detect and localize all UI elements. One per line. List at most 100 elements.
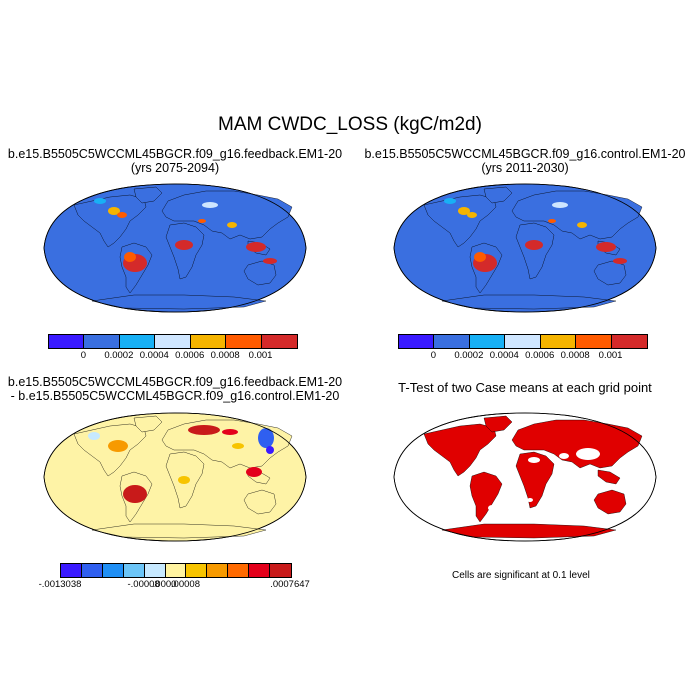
feedback-region-8 (94, 198, 106, 204)
control-africa (515, 222, 555, 280)
ttest-north-america (423, 423, 497, 477)
panel-ttest-title: T-Test of two Case means at each grid po… (350, 381, 700, 395)
ttest-se-asia (597, 469, 621, 485)
colorbar-cell (399, 335, 435, 348)
colorbar-cell (119, 335, 156, 348)
colorbar-tick-label: 0 (430, 350, 437, 361)
colorbar-tick-label: .0007647 (270, 579, 310, 590)
colorbar-cell (144, 564, 166, 577)
difference-region-0 (123, 485, 147, 503)
colorbar-tick-label: 0.0004 (139, 350, 169, 361)
colorbar-tick-label: .0000 (152, 579, 177, 590)
feedback-africa (165, 222, 205, 280)
map-control (393, 183, 657, 313)
colorbar-control (398, 334, 648, 349)
feedback-region-2 (175, 240, 193, 250)
difference-region-2 (188, 425, 220, 435)
ttest-region-1 (528, 457, 540, 463)
feedback-europe-asia (161, 190, 293, 240)
ttest-note: Cells are significant at 0.1 level (452, 570, 590, 581)
colorbar-cell (61, 564, 82, 577)
ttest-south-america (469, 471, 503, 523)
ttest-greenland (483, 415, 513, 433)
colorbar-tick-label: 0.0006 (175, 350, 205, 361)
panel-control-title-line2: (yrs 2011-2030) (481, 161, 569, 175)
ttest-africa (515, 451, 555, 509)
colorbar-cell (49, 335, 85, 348)
ttest-australia (593, 489, 627, 515)
ttest-region-0 (576, 448, 600, 460)
ttest-region-2 (488, 505, 496, 511)
feedback-region-1 (124, 252, 136, 262)
colorbar-tick-label: 0.0008 (560, 350, 590, 361)
colorbar-tick-label: 0.0004 (489, 350, 519, 361)
colorbar-cell (102, 564, 124, 577)
control-region-9 (577, 222, 587, 228)
control-region-3 (596, 242, 616, 252)
colorbar-tick-label: -.00008 (127, 579, 160, 590)
colorbar-tick-label: 0.0002 (454, 350, 484, 361)
feedback-region-10 (198, 219, 206, 223)
panel-feedback-title-line1: b.e15.B5505C5WCCML45BGCR.f09_g16.feedbac… (7, 147, 343, 161)
panel-difference-title: b.e15.B5505C5WCCML45BGCR.f09_g16.feedbac… (0, 375, 350, 403)
difference-australia (243, 489, 277, 515)
colorbar-cell (84, 335, 120, 348)
feedback-region-7 (202, 202, 218, 208)
control-region-6 (467, 212, 477, 218)
control-greenland (483, 186, 513, 204)
panel-feedback-title-line2: (yrs 2075-2094) (130, 161, 220, 175)
feedback-north-america (73, 194, 147, 248)
colorbar-cell (190, 335, 227, 348)
colorbar-tick-label: -.0013038 (38, 579, 82, 590)
difference-antarctica (91, 523, 267, 539)
ttest-europe-asia (511, 419, 643, 469)
difference-region-4 (258, 428, 274, 448)
colorbar-cell (434, 335, 470, 348)
colorbar-cell (165, 564, 187, 577)
figure-title: MAM CWDC_LOSS (kgC/m2d) (218, 114, 482, 135)
colorbar-cell (228, 564, 250, 577)
ttest-antarctica (441, 523, 617, 539)
feedback-region-9 (227, 222, 237, 228)
colorbar-cell (155, 335, 191, 348)
feedback-region-3 (246, 242, 266, 252)
colorbar-cell (81, 564, 103, 577)
control-antarctica (441, 294, 617, 310)
difference-region-9 (232, 443, 244, 449)
colorbar-tick-label: 0.001 (248, 350, 273, 361)
panel-difference-title-line2: - b.e15.B5505C5WCCML45BGCR.f09_g16.contr… (10, 389, 340, 403)
control-region-7 (552, 202, 568, 208)
ttest-border (393, 412, 657, 542)
difference-region-3 (222, 429, 238, 435)
colorbar-tick-label: 0.0008 (210, 350, 240, 361)
colorbar-cell (505, 335, 541, 348)
control-region-1 (474, 252, 486, 262)
difference-region-8 (88, 432, 100, 440)
colorbar-cell (123, 564, 145, 577)
control-region-10 (548, 219, 556, 223)
colorbar-tick-label: 0.001 (598, 350, 623, 361)
colorbar-cell (249, 564, 271, 577)
colorbar-tick-label: 0.0002 (104, 350, 134, 361)
difference-greenland (133, 415, 163, 433)
colorbar-tick-label: .00008 (170, 579, 200, 590)
feedback-border (43, 183, 307, 313)
panel-control-title: b.e15.B5505C5WCCML45BGCR.f09_g16.control… (350, 147, 700, 175)
difference-region-1 (108, 440, 128, 452)
control-north-america (423, 194, 497, 248)
difference-region-7 (246, 467, 262, 477)
ttest-region-3 (527, 498, 533, 502)
feedback-greenland (133, 186, 163, 204)
control-border (393, 183, 657, 313)
control-region-8 (444, 198, 456, 204)
control-europe-asia (511, 190, 643, 240)
colorbar-cell (576, 335, 612, 348)
control-region-4 (613, 258, 627, 264)
control-region-2 (525, 240, 543, 250)
map-feedback (43, 183, 307, 313)
colorbar-cell (226, 335, 262, 348)
control-region-5 (458, 207, 470, 215)
colorbar-tick-label: 0 (80, 350, 87, 361)
colorbar-cell (540, 335, 577, 348)
difference-region-5 (266, 446, 274, 454)
